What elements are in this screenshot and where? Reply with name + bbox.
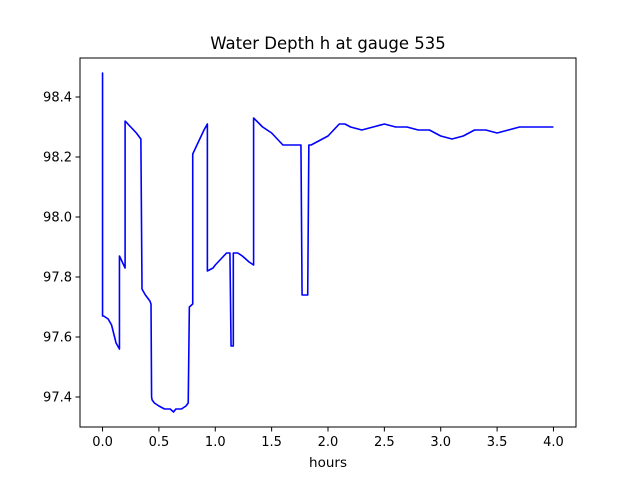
- x-tick-label: 2.0: [318, 435, 339, 450]
- y-tick-label: 98.2: [43, 151, 72, 166]
- chart-title: Water Depth h at gauge 535: [210, 34, 445, 53]
- x-tick-label: 4.0: [543, 435, 564, 450]
- series-line: [101, 72, 554, 413]
- plot-area-frame: [79, 57, 577, 428]
- y-tick-label: 97.8: [43, 271, 72, 286]
- x-tick-label: 1.5: [261, 435, 282, 450]
- x-tick-label: 3.0: [430, 435, 451, 450]
- x-tick-label: 3.5: [487, 435, 508, 450]
- x-axis-ticks: 0.0 0.5 1.0 1.5 2.0 2.5 3.0 3.5 4.0: [92, 427, 564, 450]
- y-tick-label: 97.4: [43, 391, 72, 406]
- x-axis-label: hours: [309, 455, 347, 471]
- y-axis-ticks: 97.4 97.6 97.8 98.0 98.2 98.4: [43, 91, 80, 406]
- x-tick-label: 2.5: [374, 435, 395, 450]
- y-tick-label: 98.4: [43, 91, 72, 106]
- x-tick-label: 1.0: [205, 435, 226, 450]
- x-tick-label: 0.0: [92, 435, 113, 450]
- y-tick-label: 97.6: [43, 331, 72, 346]
- series-group: [101, 72, 554, 413]
- y-tick-label: 98.0: [43, 211, 72, 226]
- x-tick-label: 0.5: [149, 435, 170, 450]
